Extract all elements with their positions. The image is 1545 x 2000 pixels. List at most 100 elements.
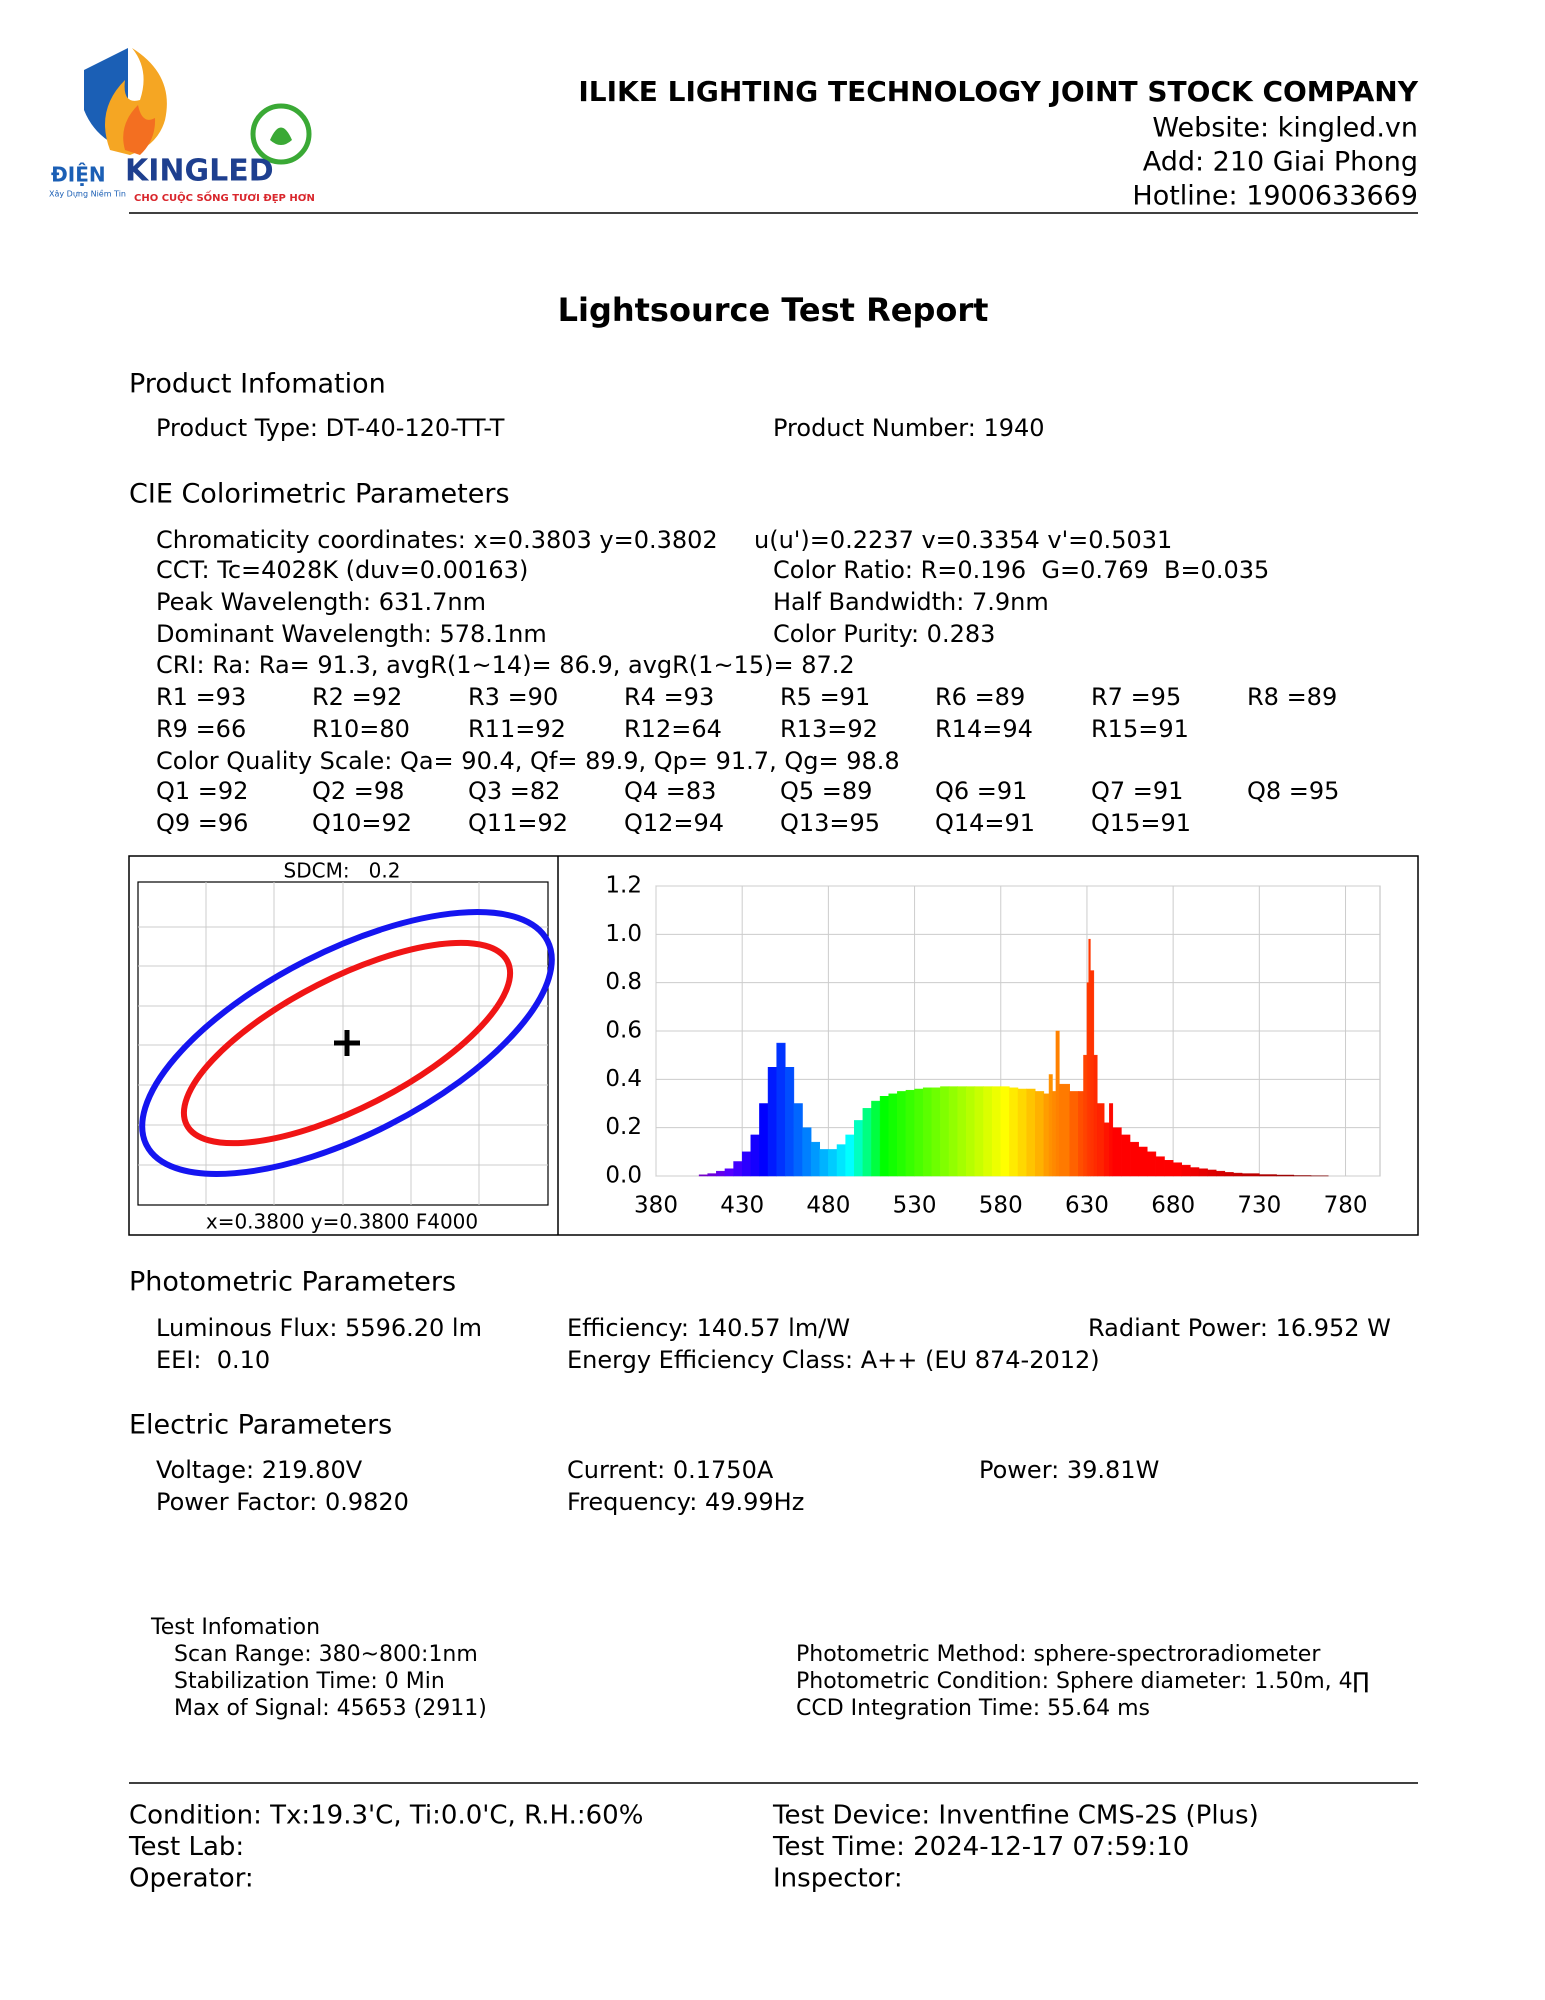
test-info: Photometric Condition: Sphere diameter: … xyxy=(796,1669,1369,1694)
q-value: Q3 =82 xyxy=(468,777,560,805)
cqs-summary: Color Quality Scale: Qa= 90.4, Qf= 89.9,… xyxy=(156,747,900,775)
product-number: Product Number: 1940 xyxy=(773,414,1045,442)
logo-slogan: Xây Dựng Niềm Tin xyxy=(49,189,126,200)
spectrum-bar xyxy=(1147,1151,1157,1177)
spectrum-bar xyxy=(1069,1091,1079,1177)
q-value: Q15=91 xyxy=(1091,809,1191,837)
spectrum-bar xyxy=(1198,1168,1208,1177)
spectrum-bar xyxy=(1224,1172,1234,1177)
spectrum-bar xyxy=(1215,1170,1226,1177)
spectrum-bar xyxy=(1129,1141,1139,1177)
spectrum-bar xyxy=(759,1103,769,1177)
test-info: Photometric Method: sphere-spectroradiom… xyxy=(796,1642,1321,1667)
spectrum-bar xyxy=(931,1087,941,1177)
spectrum-bar xyxy=(776,1042,786,1177)
parameter: Color Ratio: R=0.196 G=0.769 B=0.035 xyxy=(773,556,1269,584)
r-value: R7 =95 xyxy=(1091,683,1181,711)
x-tick-label: 680 xyxy=(1151,1193,1195,1219)
spectrum-bar xyxy=(1093,1054,1098,1177)
r-value: R10=80 xyxy=(312,715,410,743)
q-value: Q10=92 xyxy=(312,809,412,837)
spectrum-bar xyxy=(957,1086,967,1177)
spectrum-bar xyxy=(1155,1156,1165,1177)
spectrum-bar xyxy=(922,1087,933,1177)
q-value: Q13=95 xyxy=(780,809,880,837)
sdcm-plot: SDCM: 0.2 x=0.3800 y=0.3800 F4000 xyxy=(137,859,555,1234)
product-type: Product Type: DT-40-120-TT-T xyxy=(156,414,505,442)
r-value: R12=64 xyxy=(624,715,722,743)
generated-content: Chromaticity coordinates: x=0.3803 y=0.3… xyxy=(128,526,1391,1894)
spectrum-bar xyxy=(1276,1174,1295,1177)
logo-prefix: ĐIỆN xyxy=(51,163,106,187)
parameter: CCT: Tc=4028K (duv=0.00163) xyxy=(156,556,528,584)
spectrum-bar xyxy=(1083,1054,1088,1177)
spectrum-bar xyxy=(1112,1127,1122,1177)
footer-field: Test Time: 2024-12-17 07:59:10 xyxy=(772,1832,1189,1862)
sdcm-label: SDCM: 0.2 xyxy=(284,859,401,883)
hotline: Hotline: 1900633669 xyxy=(1132,181,1418,212)
spectrum-bar xyxy=(1121,1134,1131,1177)
spectrum-bar xyxy=(845,1134,855,1177)
parameter: Current: 0.1750A xyxy=(567,1456,774,1484)
r-value: R5 =91 xyxy=(780,683,870,711)
spectrum-bar xyxy=(914,1088,924,1177)
sdcm-reference: x=0.3800 y=0.3800 F4000 xyxy=(206,1210,478,1234)
section-heading: Electric Parameters xyxy=(129,1410,392,1441)
spectrum-bar xyxy=(948,1086,958,1177)
section-heading: Photometric Parameters xyxy=(129,1267,456,1298)
section-heading: Test Infomation xyxy=(150,1615,320,1640)
q-value: Q14=91 xyxy=(935,809,1035,837)
spectrum-bar xyxy=(879,1096,889,1177)
parameter: Luminous Flux: 5596.20 lm xyxy=(156,1314,482,1342)
spectrum-bar xyxy=(1086,982,1089,1177)
spectrum-bar xyxy=(810,1141,821,1177)
spectrum-bar xyxy=(767,1067,777,1177)
chart-box xyxy=(128,855,1419,1236)
spectrum-bar xyxy=(1048,1074,1053,1177)
x-tick-label: 530 xyxy=(893,1193,937,1219)
footer-field: Operator: xyxy=(129,1864,254,1894)
spectrum-bar xyxy=(1059,1083,1070,1177)
spectrum-bar xyxy=(1088,938,1091,1177)
spectrum-bar xyxy=(724,1168,734,1177)
q-value: Q1 =92 xyxy=(156,777,248,805)
parameter: Chromaticity coordinates: x=0.3803 y=0.3… xyxy=(156,526,718,554)
x-tick-label: 580 xyxy=(979,1193,1023,1219)
r-value: R9 =66 xyxy=(156,715,246,743)
spectrum-bar xyxy=(1090,970,1095,1177)
q-value: Q12=94 xyxy=(624,809,724,837)
test-info: Stabilization Time: 0 Min xyxy=(174,1669,445,1694)
parameter: Voltage: 219.80V xyxy=(156,1456,363,1484)
y-tick-label: 1.2 xyxy=(605,873,642,899)
parameter: Peak Wavelength: 631.7nm xyxy=(156,588,486,616)
spectrum-bar xyxy=(1043,1093,1050,1177)
parameter: Power: 39.81W xyxy=(979,1456,1159,1484)
spectrum-bar xyxy=(966,1086,976,1177)
section-heading: Product Infomation xyxy=(129,369,386,400)
spectrum-bar xyxy=(1164,1160,1174,1177)
spectrum-bar xyxy=(1181,1164,1191,1177)
spectrum-bar xyxy=(940,1086,950,1177)
parameter: u(u')=0.2237 v=0.3354 v'=0.5031 xyxy=(754,526,1172,554)
spectrum-bar xyxy=(1207,1169,1217,1177)
spectrum-bar xyxy=(1172,1162,1183,1177)
r-value: R3 =90 xyxy=(468,683,558,711)
footer-field: Inspector: xyxy=(773,1864,903,1894)
website: Website: kingled.vn xyxy=(1152,113,1418,144)
x-tick-label: 380 xyxy=(634,1193,678,1219)
spectrum-bar xyxy=(853,1120,864,1177)
spectrum-bar xyxy=(1026,1088,1036,1177)
footer-field: Test Lab: xyxy=(128,1832,244,1862)
logo-tagline: CHO CUỘC SỐNG TƯƠI ĐẸP HƠN xyxy=(134,189,315,204)
report-title: Lightsource Test Report xyxy=(558,291,989,329)
spectrum-bar xyxy=(1078,1091,1084,1177)
spectrum-bar xyxy=(1109,1103,1114,1177)
spectrum-bar xyxy=(1055,1030,1060,1177)
r-value: R1 =93 xyxy=(156,683,246,711)
spectrum-bar xyxy=(828,1149,838,1177)
x-tick-label: 730 xyxy=(1237,1193,1281,1219)
spectrum-bar xyxy=(1259,1174,1277,1177)
spectrum-bar xyxy=(716,1170,726,1177)
footer-field: Test Device: Inventfine CMS-2S (Plus) xyxy=(772,1801,1259,1831)
